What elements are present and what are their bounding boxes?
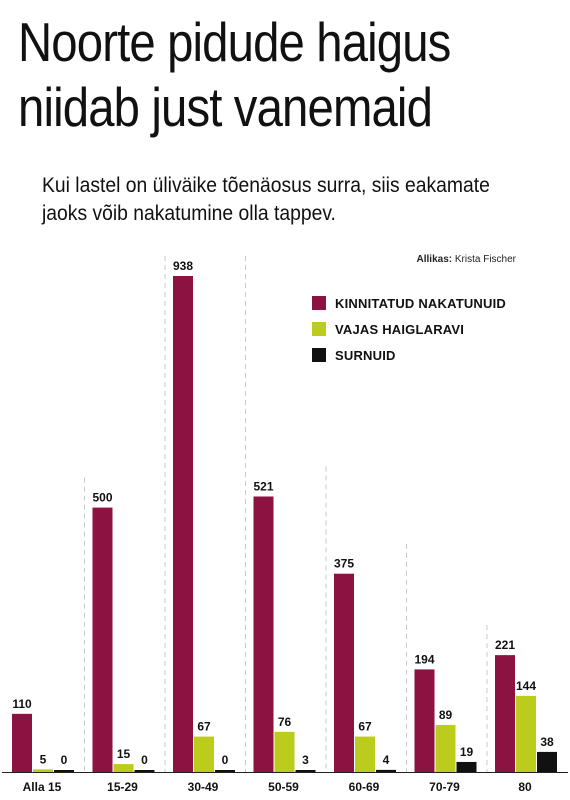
source-name: Krista Fischer: [454, 254, 516, 265]
legend: KINNITATUD NAKATUNUID VAJAS HAIGLARAVI S…: [312, 290, 506, 368]
value-label-hospital-6: 144: [516, 679, 536, 693]
bar-deaths-6: [537, 751, 557, 772]
bar-hospital-3: [274, 731, 295, 772]
legend-swatch-deaths: [312, 348, 326, 362]
value-label-confirmed-5: 194: [414, 652, 434, 666]
bar-hospital-0: [33, 769, 53, 772]
category-label-4: 60-69: [349, 780, 380, 794]
bar-deaths-1: [134, 770, 155, 772]
legend-item-deaths: SURNUID: [312, 342, 506, 368]
bar-confirmed-3: [253, 496, 274, 772]
category-label-0: Alla 15: [23, 780, 62, 794]
value-label-confirmed-2: 938: [173, 259, 193, 273]
category-label-2: 30-49: [188, 780, 219, 794]
value-label-deaths-1: 0: [141, 753, 148, 767]
legend-item-confirmed: KINNITATUD NAKATUNUID: [312, 290, 506, 316]
legend-swatch-confirmed: [312, 296, 326, 310]
bar-hospital-4: [355, 736, 375, 772]
legend-label-hospital: VAJAS HAIGLARAVI: [335, 321, 465, 337]
value-label-confirmed-6: 221: [495, 638, 515, 652]
bar-hospital-5: [435, 724, 456, 772]
bar-confirmed-5: [414, 669, 435, 772]
bar-confirmed-1: [92, 507, 113, 772]
value-label-hospital-0: 5: [40, 752, 47, 766]
legend-item-hospital: VAJAS HAIGLARAVI: [312, 316, 506, 342]
value-label-hospital-4: 67: [358, 720, 372, 734]
value-label-deaths-0: 0: [61, 753, 68, 767]
bar-confirmed-4: [334, 573, 354, 772]
value-label-deaths-4: 4: [383, 753, 390, 767]
bar-confirmed-0: [12, 713, 32, 772]
source-note: Allikas: Krista Fischer: [417, 254, 516, 265]
value-label-deaths-5: 19: [460, 745, 474, 759]
category-label-5: 70-79: [429, 780, 460, 794]
bar-hospital-2: [194, 736, 214, 772]
bar-hospital-6: [516, 695, 536, 772]
value-label-hospital-2: 67: [197, 720, 211, 734]
chart-title: Noorte pidude haigus niidab just vanemai…: [18, 10, 487, 140]
bar-deaths-4: [376, 769, 396, 772]
value-label-confirmed-3: 521: [253, 480, 273, 494]
value-label-deaths-6: 38: [540, 735, 554, 749]
bar-confirmed-6: [495, 655, 515, 772]
value-label-hospital-3: 76: [278, 715, 292, 729]
chart-subtitle: Kui lastel on üliväike tõenäosus surra, …: [42, 174, 490, 225]
title-line-2: niidab just vanemaid: [18, 76, 433, 138]
value-label-hospital-1: 15: [117, 747, 131, 761]
category-label-6: 80: [518, 780, 532, 794]
source-label: Allikas:: [416, 254, 453, 265]
bar-deaths-2: [215, 770, 235, 772]
value-label-confirmed-1: 500: [92, 491, 112, 505]
bar-deaths-3: [295, 770, 316, 772]
value-label-hospital-5: 89: [439, 708, 453, 722]
legend-swatch-hospital: [312, 322, 326, 336]
title-line-1: Noorte pidude haigus: [18, 11, 451, 73]
category-label-1: 15-29: [107, 780, 138, 794]
legend-label-confirmed: KINNITATUD NAKATUNUID: [335, 295, 507, 311]
legend-label-deaths: SURNUID: [335, 347, 396, 363]
value-label-deaths-3: 3: [302, 753, 309, 767]
value-label-confirmed-0: 110: [12, 697, 32, 711]
category-label-3: 50-59: [268, 780, 299, 794]
value-label-deaths-2: 0: [222, 753, 229, 767]
bar-deaths-5: [456, 761, 477, 772]
bar-hospital-1: [113, 764, 134, 772]
bar-deaths-0: [54, 770, 74, 772]
value-label-confirmed-4: 375: [334, 557, 354, 571]
bar-confirmed-2: [173, 276, 193, 772]
